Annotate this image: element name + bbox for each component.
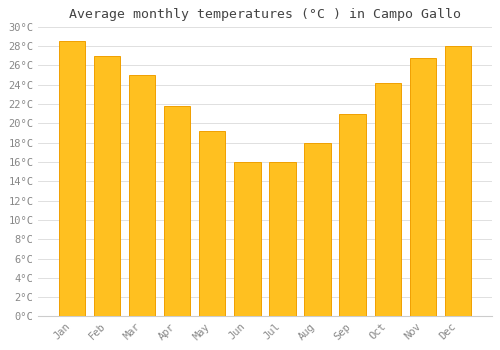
Bar xyxy=(234,162,260,316)
Bar xyxy=(129,75,156,316)
Bar xyxy=(444,46,471,316)
Bar xyxy=(410,58,436,316)
Bar xyxy=(59,41,85,316)
Title: Average monthly temperatures (°C ) in Campo Gallo: Average monthly temperatures (°C ) in Ca… xyxy=(69,8,461,21)
Bar xyxy=(164,106,190,316)
Bar xyxy=(340,114,366,316)
Bar xyxy=(199,131,226,316)
Bar xyxy=(94,56,120,316)
Bar xyxy=(374,83,401,316)
Bar xyxy=(304,142,330,316)
Bar xyxy=(270,162,295,316)
